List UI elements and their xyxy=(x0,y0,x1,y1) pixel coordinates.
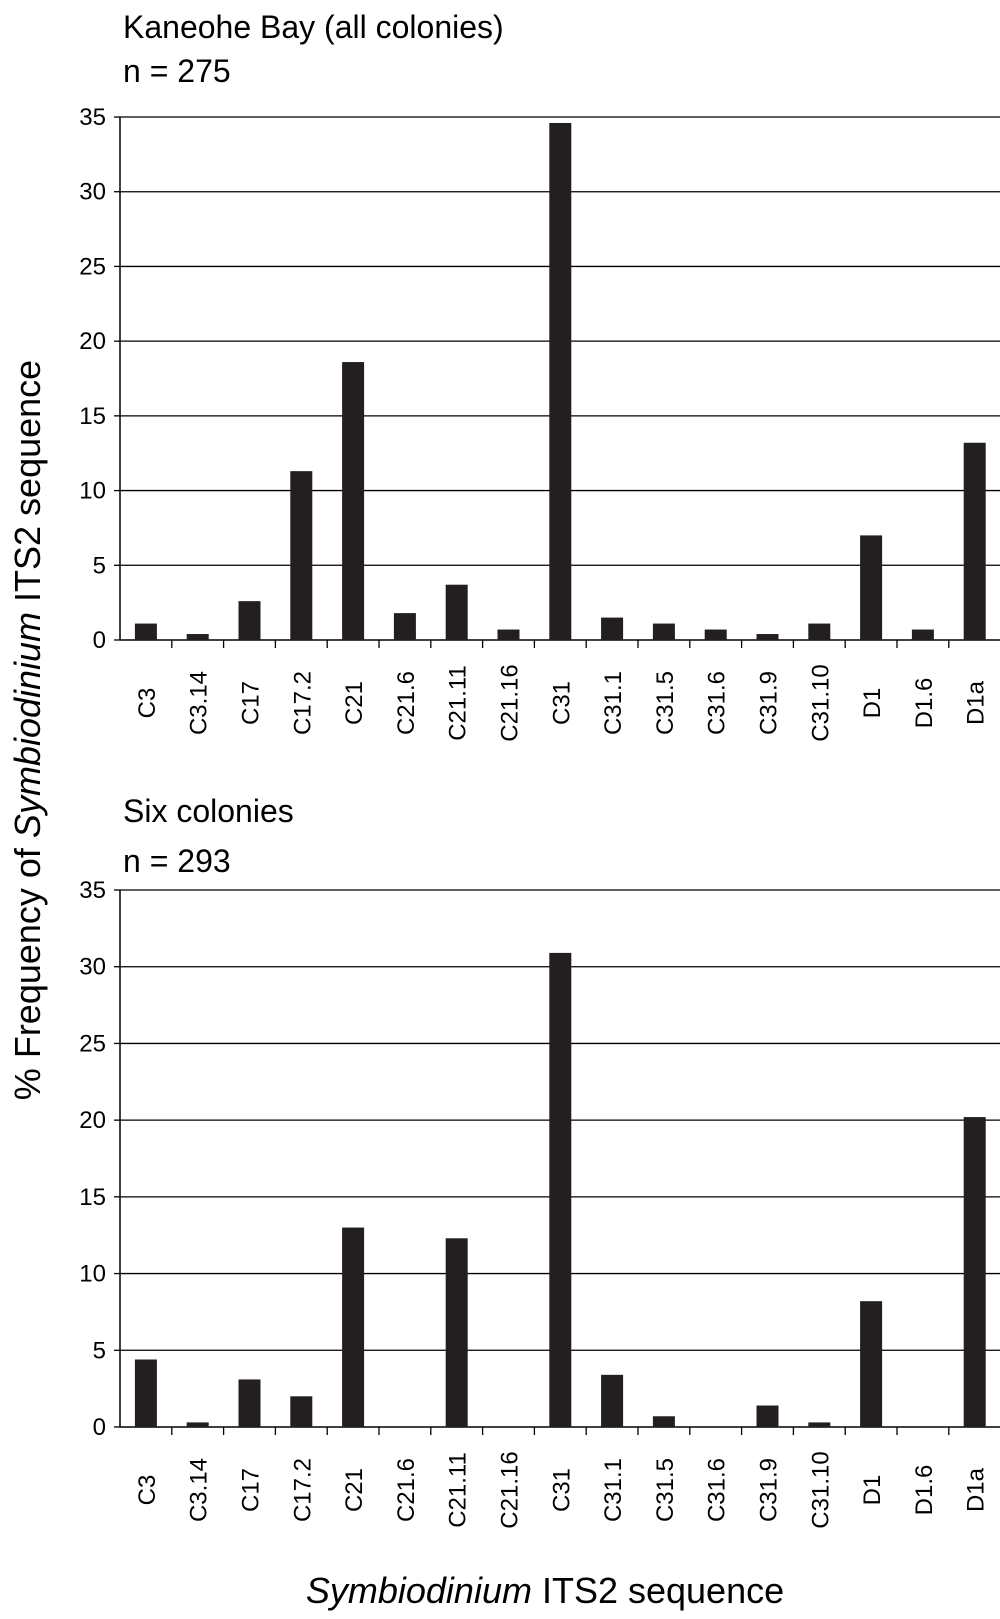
category-label-C21.16: C21.16 xyxy=(497,1451,524,1528)
category-label-C21: C21 xyxy=(341,1468,368,1512)
chart-panel-six-colonies: 0 5 10 15 20 25 30 35 C3 C3.14 C17 C17.2 C21 C21.6 C21… xyxy=(79,793,1000,1529)
category-label-D1.6: D1.6 xyxy=(911,678,938,729)
bar-C21 xyxy=(342,362,365,640)
y-tick-label-20: 20 xyxy=(79,1107,106,1134)
y-tick-label-0: 0 xyxy=(93,1414,106,1441)
bar-C31.9 xyxy=(756,1405,779,1427)
bar-C31.1 xyxy=(601,617,624,640)
category-label-C31.5: C31.5 xyxy=(652,671,679,735)
category-label-C21.16: C21.16 xyxy=(497,664,524,741)
bar-C3 xyxy=(134,1359,157,1427)
category-label-D1: D1 xyxy=(859,1475,886,1506)
y-tick-label-25: 25 xyxy=(79,1030,106,1057)
category-label-C21.11: C21.11 xyxy=(445,665,472,741)
panel-title: Six colonies xyxy=(123,793,294,829)
y-tick-label-30: 30 xyxy=(79,179,106,206)
bar-C31.10 xyxy=(808,1422,831,1427)
category-label-C21.11: C21.11 xyxy=(445,1452,472,1528)
category-label-C31: C31 xyxy=(548,681,575,725)
bar-C31.6 xyxy=(704,629,727,640)
bar-C21.11 xyxy=(445,584,468,640)
bar-C31 xyxy=(549,952,572,1427)
bar-C31.5 xyxy=(652,623,675,640)
category-label-C31.6: C31.6 xyxy=(704,1458,731,1522)
category-label-C31.10: C31.10 xyxy=(807,1451,834,1528)
bar-C3 xyxy=(134,623,157,640)
bar-C3.14 xyxy=(186,1422,209,1427)
category-label-C17.2: C17.2 xyxy=(289,1458,316,1522)
category-label-D1: D1 xyxy=(859,688,886,719)
category-label-C3: C3 xyxy=(134,1475,161,1506)
category-label-C3: C3 xyxy=(134,688,161,719)
y-axis-title-italic: Symbiodinium xyxy=(7,612,48,838)
bar-C17 xyxy=(238,601,261,640)
y-tick-label-10: 10 xyxy=(79,478,106,505)
bar-C21.16 xyxy=(497,629,520,640)
bar-C31.9 xyxy=(756,634,779,640)
y-axis-title: % Frequency of Symbiodinium ITS2 sequenc… xyxy=(7,360,48,1100)
y-tick-label-10: 10 xyxy=(79,1261,106,1288)
bar-C31.1 xyxy=(601,1374,624,1427)
category-label-C31.10: C31.10 xyxy=(807,664,834,741)
category-label-C31: C31 xyxy=(548,1468,575,1512)
panel-title: Kaneohe Bay (all colonies) xyxy=(123,9,504,45)
bar-D1a xyxy=(963,442,986,640)
panel-sample-size: n = 275 xyxy=(123,53,231,89)
bar-C21.6 xyxy=(393,613,416,640)
y-tick-label-15: 15 xyxy=(79,403,106,430)
category-label-C21.6: C21.6 xyxy=(393,1458,420,1522)
bar-C17.2 xyxy=(290,471,313,640)
bar-C3.14 xyxy=(186,634,209,640)
category-label-C31.1: C31.1 xyxy=(600,1458,627,1522)
category-label-C17: C17 xyxy=(238,1468,265,1512)
category-label-C31.5: C31.5 xyxy=(652,1458,679,1522)
panel-sample-size: n = 293 xyxy=(123,843,231,879)
x-axis-title: Symbiodinium ITS2 sequence xyxy=(306,1570,784,1611)
x-axis-title-italic: Symbiodinium xyxy=(306,1570,532,1611)
bar-D1a xyxy=(963,1117,986,1427)
y-tick-label-30: 30 xyxy=(79,954,106,981)
category-label-C21: C21 xyxy=(341,681,368,725)
bar-C21 xyxy=(342,1227,365,1427)
category-label-C17: C17 xyxy=(238,681,265,725)
y-tick-label-5: 5 xyxy=(93,1337,106,1364)
bar-C21.11 xyxy=(445,1238,468,1427)
y-tick-label-35: 35 xyxy=(79,877,106,904)
y-tick-label-20: 20 xyxy=(79,328,106,355)
category-label-D1.6: D1.6 xyxy=(911,1465,938,1516)
category-label-D1a: D1a xyxy=(963,680,990,725)
category-label-C21.6: C21.6 xyxy=(393,671,420,735)
y-tick-label-15: 15 xyxy=(79,1184,106,1211)
chart-panel-kaneohe-bay: 0 5 10 15 20 25 30 35 C3 C3.14 C17 C17.2 C21 C21.6 C21… xyxy=(79,9,1000,742)
bar-D1 xyxy=(860,1301,883,1427)
bar-C31.5 xyxy=(652,1416,675,1427)
category-label-D1a: D1a xyxy=(963,1467,990,1512)
y-tick-label-35: 35 xyxy=(79,104,106,131)
bar-C31 xyxy=(549,122,572,640)
category-label-C17.2: C17.2 xyxy=(289,671,316,735)
category-label-C31.9: C31.9 xyxy=(756,671,783,735)
bar-C17 xyxy=(238,1379,261,1427)
bar-D1.6 xyxy=(911,629,934,640)
bar-C31.10 xyxy=(808,623,831,640)
x-axis-title-suffix: ITS2 sequence xyxy=(532,1570,784,1611)
y-tick-label-25: 25 xyxy=(79,253,106,280)
category-label-C3.14: C3.14 xyxy=(186,671,213,735)
category-label-C31.1: C31.1 xyxy=(600,671,627,735)
y-axis-title-prefix: % Frequency of xyxy=(7,838,48,1100)
bar-D1 xyxy=(860,535,883,640)
category-label-C3.14: C3.14 xyxy=(186,1458,213,1522)
y-axis-title-suffix: ITS2 sequence xyxy=(7,360,48,612)
category-label-C31.6: C31.6 xyxy=(704,671,731,735)
y-tick-label-5: 5 xyxy=(93,552,106,579)
y-tick-label-0: 0 xyxy=(93,627,106,654)
category-label-C31.9: C31.9 xyxy=(756,1458,783,1522)
bar-C17.2 xyxy=(290,1396,313,1427)
